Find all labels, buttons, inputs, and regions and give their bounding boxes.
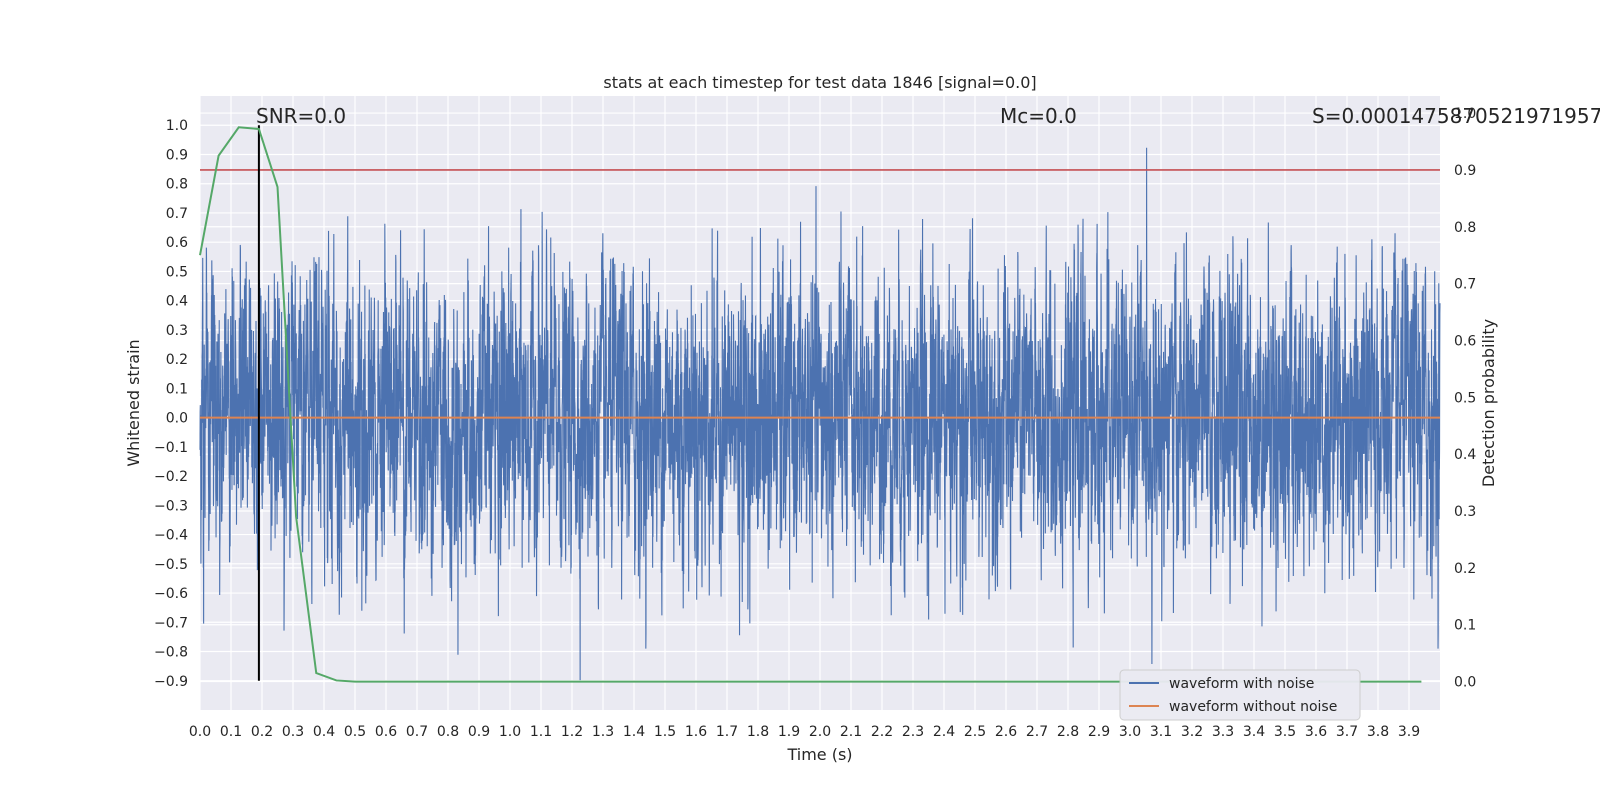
x-tick-label: 3.7 — [1336, 724, 1358, 740]
x-tick-label: 2.9 — [1088, 724, 1110, 740]
x-tick-label: 1.4 — [623, 724, 645, 740]
y-tick-label: 1.0 — [166, 118, 188, 134]
x-tick-label: 1.9 — [778, 724, 800, 740]
y-tick-label: −0.8 — [154, 645, 188, 661]
x-tick-label: 0.0 — [189, 724, 211, 740]
x-tick-label: 1.6 — [685, 724, 707, 740]
y2-tick-label: 0.2 — [1454, 561, 1476, 577]
y2-tick-label: 0.7 — [1454, 277, 1476, 293]
y-tick-label: 0.1 — [166, 381, 188, 397]
y-tick-label: 0.9 — [166, 147, 188, 163]
y-tick-label: 0.7 — [166, 206, 188, 222]
x-tick-label: 1.5 — [654, 724, 676, 740]
x-tick-label: 3.2 — [1181, 724, 1203, 740]
legend-label-clean: waveform without noise — [1169, 699, 1337, 715]
annotation-chirp-mass: Mc=0.0 — [1000, 104, 1077, 128]
x-tick-label: 0.2 — [251, 724, 273, 740]
y2-tick-label: 0.4 — [1454, 447, 1476, 463]
y-axis-right: 1.00.90.80.70.60.50.40.30.20.10.0 — [1454, 106, 1476, 691]
y2-tick-label: 0.8 — [1454, 220, 1476, 236]
y2-tick-label: 0.1 — [1454, 618, 1476, 634]
y2-tick-label: 0.9 — [1454, 163, 1476, 179]
annotation-s: S=0.00014758705219719577 — [1312, 104, 1600, 128]
x-tick-label: 0.5 — [344, 724, 366, 740]
y2-tick-label: 0.0 — [1454, 675, 1476, 691]
y-tick-label: −0.4 — [154, 528, 188, 544]
x-tick-label: 2.1 — [840, 724, 862, 740]
x-tick-label: 3.1 — [1150, 724, 1172, 740]
y-tick-label: 0.2 — [166, 352, 188, 368]
legend-label-noise: waveform with noise — [1169, 676, 1314, 692]
x-tick-label: 1.2 — [561, 724, 583, 740]
x-tick-label: 2.3 — [902, 724, 924, 740]
y2-tick-label: 0.5 — [1454, 390, 1476, 406]
y-tick-label: 0.5 — [166, 264, 188, 280]
y2-axis-label: Detection probability — [1479, 319, 1498, 487]
x-tick-label: 3.9 — [1398, 724, 1420, 740]
x-tick-label: 3.4 — [1243, 724, 1265, 740]
x-tick-label: 1.3 — [592, 724, 614, 740]
x-tick-label: 2.6 — [995, 724, 1017, 740]
x-tick-label: 2.5 — [964, 724, 986, 740]
x-tick-label: 0.8 — [437, 724, 459, 740]
x-tick-label: 1.1 — [530, 724, 552, 740]
x-tick-label: 0.9 — [468, 724, 490, 740]
y-tick-label: −0.7 — [154, 615, 188, 631]
x-axis-label: Time (s) — [786, 745, 852, 764]
y-tick-label: 0.0 — [166, 411, 188, 427]
x-tick-label: 1.8 — [747, 724, 769, 740]
y-tick-label: −0.2 — [154, 469, 188, 485]
x-tick-label: 0.1 — [220, 724, 242, 740]
x-tick-label: 3.0 — [1119, 724, 1141, 740]
x-tick-label: 2.8 — [1057, 724, 1079, 740]
y-tick-label: 0.3 — [166, 323, 188, 339]
y-tick-label: −0.6 — [154, 586, 188, 602]
legend: waveform with noise waveform without nois… — [1120, 670, 1360, 720]
y-tick-label: 0.6 — [166, 235, 188, 251]
y-axis-left: 1.0 0.9 0.8 0.7 0.6 0.5 0.4 0.3 0.2 0.1 0.0 −0.1 −0.… — [154, 118, 188, 690]
x-tick-label: 2.0 — [809, 724, 831, 740]
x-tick-label: 1.7 — [716, 724, 738, 740]
x-tick-label: 0.4 — [313, 724, 335, 740]
x-tick-label: 2.4 — [933, 724, 955, 740]
x-tick-label: 2.7 — [1026, 724, 1048, 740]
x-tick-label: 0.7 — [406, 724, 428, 740]
chart-title: stats at each timestep for test data 184… — [603, 73, 1036, 92]
annotation-snr: SNR=0.0 — [256, 104, 346, 128]
x-tick-label: 0.6 — [375, 724, 397, 740]
x-tick-label: 3.5 — [1274, 724, 1296, 740]
y-tick-label: −0.9 — [154, 674, 188, 690]
x-tick-label: 2.2 — [871, 724, 893, 740]
y-tick-label: 0.4 — [166, 294, 188, 310]
x-tick-label: 3.6 — [1305, 724, 1327, 740]
y-tick-label: −0.3 — [154, 498, 188, 514]
y2-tick-label: 0.6 — [1454, 333, 1476, 349]
x-tick-label: 1.0 — [499, 724, 521, 740]
x-tick-label: 0.3 — [282, 724, 304, 740]
x-tick-label: 3.3 — [1212, 724, 1234, 740]
y-tick-label: 0.8 — [166, 177, 188, 193]
x-axis: 0.0 0.1 0.2 0.3 0.4 0.5 0.6 0.7 0.8 0.9 1.0 1.1 1.2 1… — [189, 724, 1420, 740]
y-tick-label: −0.1 — [154, 440, 188, 456]
y2-tick-label: 0.3 — [1454, 504, 1476, 520]
x-tick-label: 3.8 — [1367, 724, 1389, 740]
y-axis-label: Whitened strain — [124, 339, 143, 466]
y-tick-label: −0.5 — [154, 557, 188, 573]
